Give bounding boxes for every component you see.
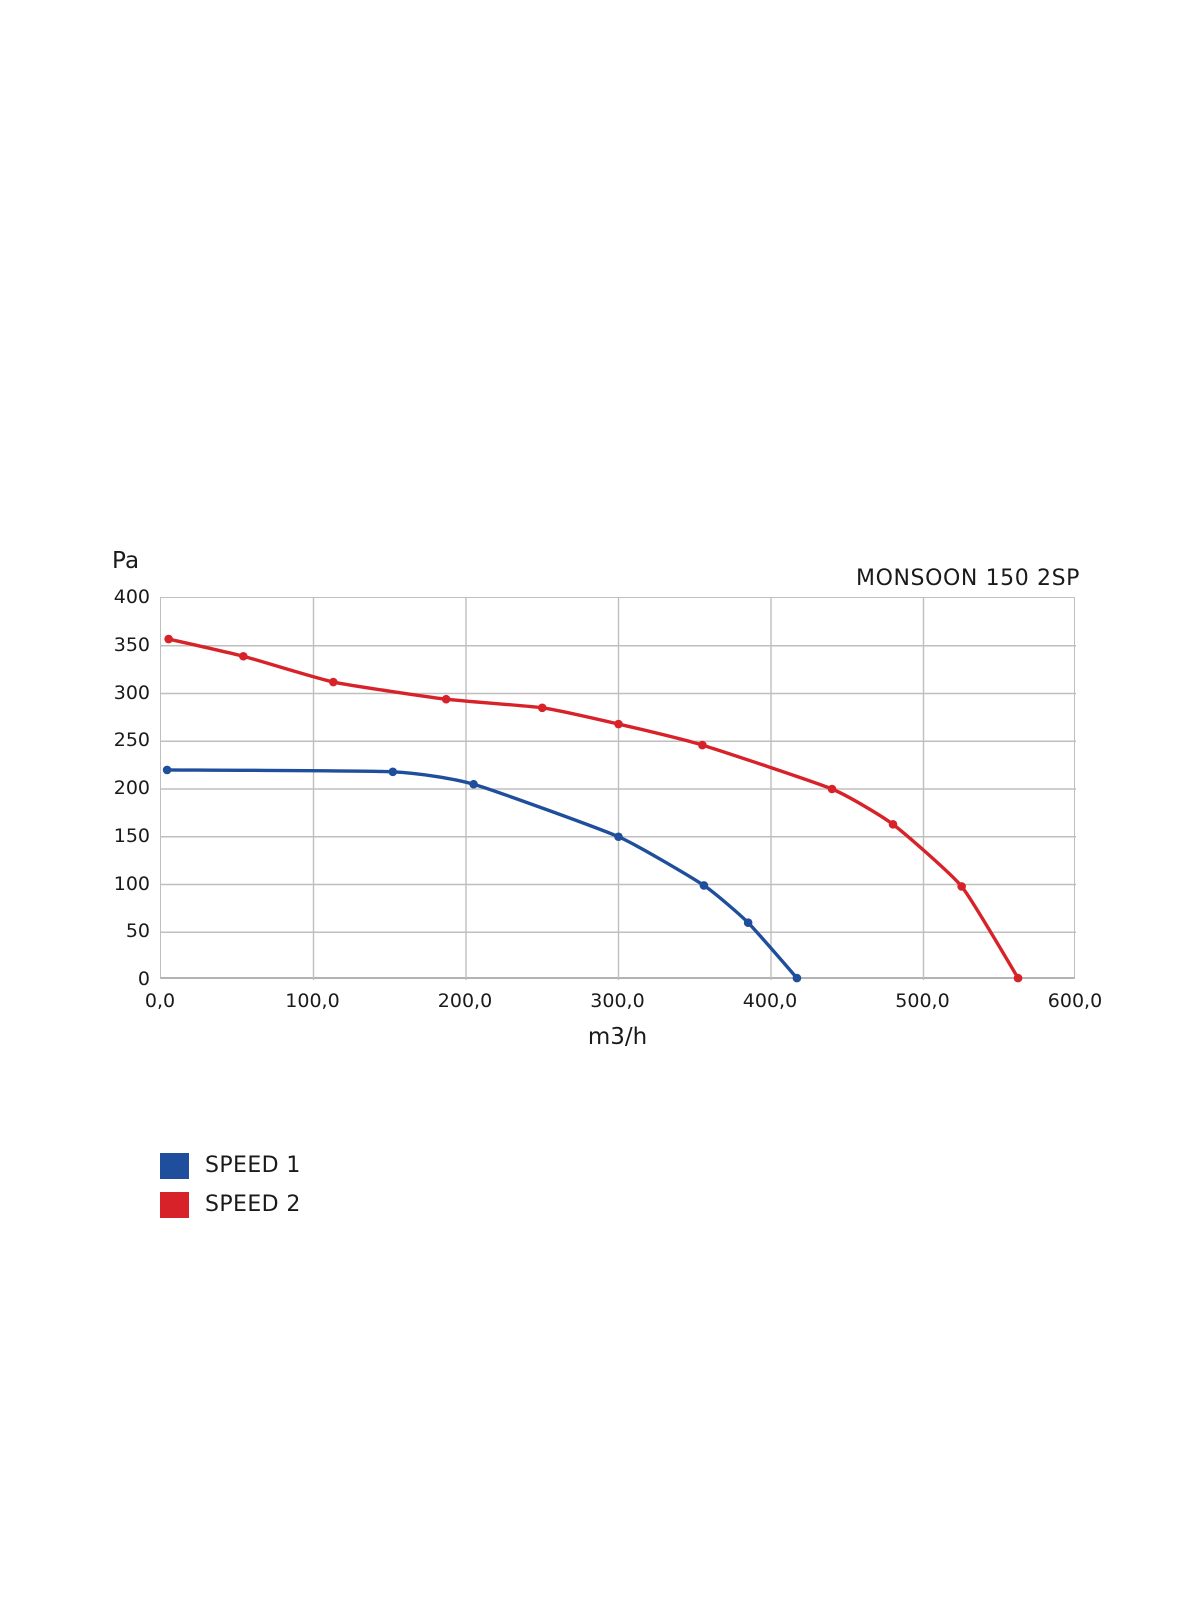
y-axis-tick-label: 250 [113, 729, 150, 752]
data-point-marker [792, 973, 802, 983]
series-line [166, 637, 1020, 980]
series-line [165, 768, 799, 980]
y-axis-tick-label: 350 [113, 633, 150, 656]
data-point-marker [743, 918, 753, 927]
data-point-marker [239, 651, 248, 661]
x-axis-tick-label: 500,0 [895, 990, 950, 1012]
y-axis-tick-label: 300 [113, 681, 150, 704]
data-point-marker [162, 765, 172, 775]
data-point-marker [827, 784, 837, 794]
data-point-marker [537, 703, 547, 713]
x-axis-tick-label: 0,0 [144, 990, 176, 1012]
y-axis-unit-label: Pa [112, 548, 140, 574]
data-point-marker [441, 694, 451, 704]
legend-item-label: SPEED 2 [205, 1192, 301, 1217]
data-point-marker [698, 740, 707, 750]
data-point-marker [699, 881, 709, 890]
y-axis-tick-label: 0 [137, 968, 150, 990]
data-point-marker [614, 832, 623, 842]
data-point-marker [614, 719, 623, 729]
y-axis-tick-label: 150 [113, 824, 150, 847]
data-point-marker [888, 820, 898, 829]
x-axis-tick-label: 400,0 [742, 990, 798, 1012]
legend-item[interactable]: SPEED 2 [160, 1185, 560, 1224]
x-axis-tick-label: 200,0 [437, 990, 493, 1012]
legend-item-label: SPEED 1 [205, 1153, 301, 1178]
y-axis-tick-label: 100 [113, 872, 150, 895]
chart-title: MONSOON 150 2SP [855, 566, 1080, 591]
y-axis-tick-labels: 0 50 100 150 200 250 300 350 400 [90, 586, 150, 990]
data-point-marker [957, 882, 966, 891]
series-1 [162, 765, 802, 983]
y-axis-tick-label: 400 [113, 586, 150, 608]
data-point-marker [469, 779, 478, 789]
data-point-marker [388, 767, 398, 777]
series-2 [164, 634, 1023, 983]
x-axis-tick-label: 600,0 [1047, 990, 1103, 1012]
data-point-marker [164, 634, 173, 644]
legend-color-swatch [160, 1191, 189, 1218]
x-axis-tick-labels: 0,0 100,0 200,0 300,0 400,0 500,0 600,0 [145, 990, 1102, 1024]
plot-svg [161, 598, 1076, 983]
x-axis-tick-label: 100,0 [285, 990, 340, 1012]
series-lines [162, 634, 1023, 983]
legend-item[interactable]: SPEED 1 [160, 1146, 560, 1185]
y-axis-tick-label: 200 [113, 777, 150, 799]
plot-area [160, 597, 1076, 983]
grid-lines [161, 598, 1076, 980]
legend-color-swatch [160, 1152, 189, 1179]
data-point-marker [1013, 973, 1023, 983]
x-axis-title: m3/h [587, 1024, 648, 1050]
chart-legend: SPEED 1 SPEED 2 [160, 1146, 560, 1224]
data-point-marker [329, 677, 338, 687]
y-axis-tick-label: 50 [125, 920, 150, 943]
x-axis-tick-label: 300,0 [590, 990, 645, 1012]
